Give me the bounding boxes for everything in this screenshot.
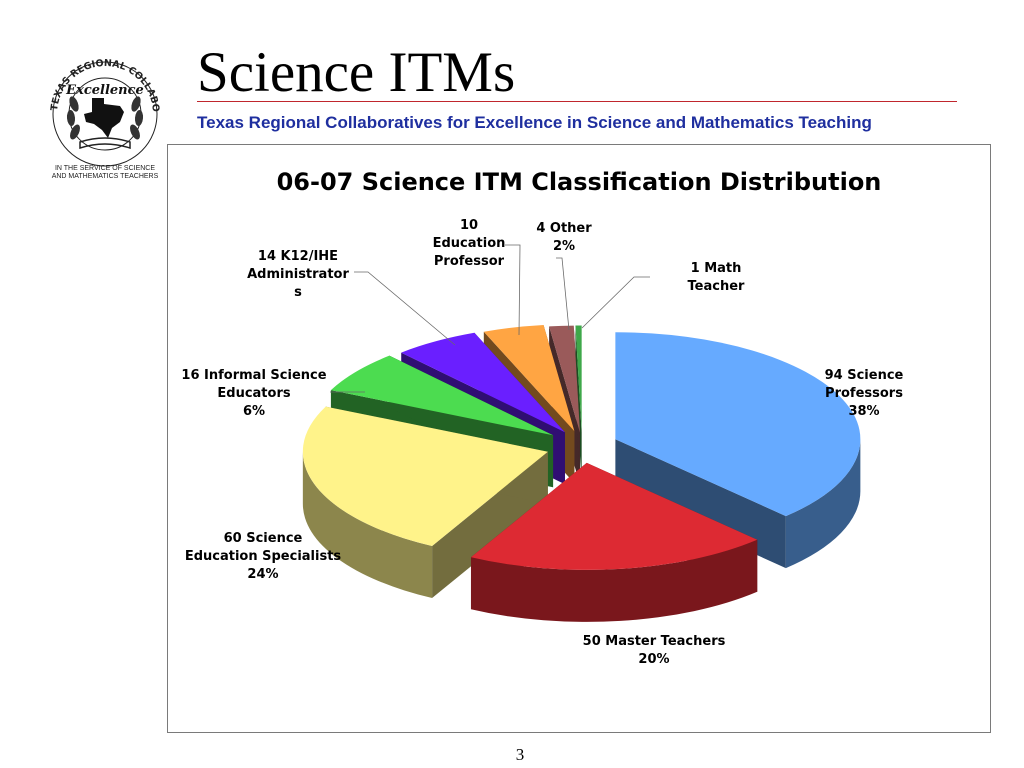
pie-label-line: 10 bbox=[459, 218, 479, 233]
pie-label-line: 20% bbox=[638, 652, 670, 667]
leader-line bbox=[354, 271, 456, 346]
pie-label-line: 2% bbox=[552, 239, 576, 254]
slide-title: Science ITMs bbox=[197, 41, 516, 104]
pie-label-line: 1 Math bbox=[690, 261, 742, 276]
pie-label-line: 38% bbox=[848, 404, 880, 419]
pie-label-master-teachers: 50 Master Teachers 20% bbox=[583, 633, 726, 669]
slide-subtitle: Texas Regional Collaboratives for Excell… bbox=[197, 113, 872, 132]
pie-label-line: 16 Informal Science bbox=[181, 368, 327, 383]
pie-label-education-professor: 10 Education Professor bbox=[433, 217, 506, 271]
texas-regional-collaboratives-logo: TEXAS REGIONAL COLLABORATIVES Excellence… bbox=[40, 42, 161, 180]
pie-label-k12-ihe-administrators: 14 K12/IHE Administrator s bbox=[247, 248, 349, 302]
pie-label-science-education-specialists: 60 Science Education Specialists 24% bbox=[185, 530, 341, 584]
pie-label-line: Teacher bbox=[687, 279, 745, 294]
chart-title: 06-07 Science ITM Classification Distrib… bbox=[276, 168, 882, 196]
leader-line bbox=[505, 244, 521, 336]
pie-label-line: 94 Science bbox=[824, 368, 904, 383]
pie-label-line: 4 Other bbox=[536, 221, 592, 236]
pie-label-line: Professors bbox=[825, 386, 903, 401]
logo-center-text: Excellence bbox=[65, 83, 144, 98]
pie-slice-master-teachers bbox=[470, 462, 758, 622]
pie-label-line: Education Specialists bbox=[184, 549, 342, 564]
title-underline bbox=[197, 101, 957, 102]
chart-frame bbox=[167, 144, 991, 733]
logo-tagline-2: AND MATHEMATICS TEACHERS bbox=[52, 173, 159, 180]
pie-slice-science-education-specialists bbox=[302, 406, 548, 598]
pie-slice-math-teacher bbox=[575, 325, 582, 485]
texas-map-icon bbox=[84, 98, 124, 138]
pie-label-line: 50 Master Teachers bbox=[582, 634, 726, 649]
logo-tagline-1: IN THE SERVICE OF SCIENCE bbox=[55, 165, 155, 172]
pie-label-math-teacher: 1 Math Teacher bbox=[688, 260, 745, 296]
pie-label-line: Education bbox=[432, 236, 506, 251]
pie-label-informal-science-educators: 16 Informal Science Educators 6% bbox=[181, 367, 326, 421]
pie-label-line: 14 K12/IHE bbox=[257, 249, 339, 264]
page-number: 3 bbox=[515, 745, 525, 764]
pie-label-line: 60 Science bbox=[223, 531, 303, 546]
pie-label-line: Administrator bbox=[247, 267, 349, 282]
pie-label-other: 4 Other 2% bbox=[536, 220, 591, 256]
pie-label-line: s bbox=[294, 285, 302, 300]
laurel-icon bbox=[66, 96, 144, 140]
pie-label-line: Professor bbox=[433, 254, 505, 269]
pie-label-line: 6% bbox=[242, 404, 266, 419]
leader-line bbox=[581, 276, 650, 329]
pie-label-science-professors: 94 Science Professors 38% bbox=[825, 367, 904, 421]
leader-line bbox=[556, 257, 570, 331]
book-icon bbox=[79, 137, 131, 150]
pie-label-line: 24% bbox=[247, 567, 279, 582]
pie-label-line: Educators bbox=[217, 386, 291, 401]
